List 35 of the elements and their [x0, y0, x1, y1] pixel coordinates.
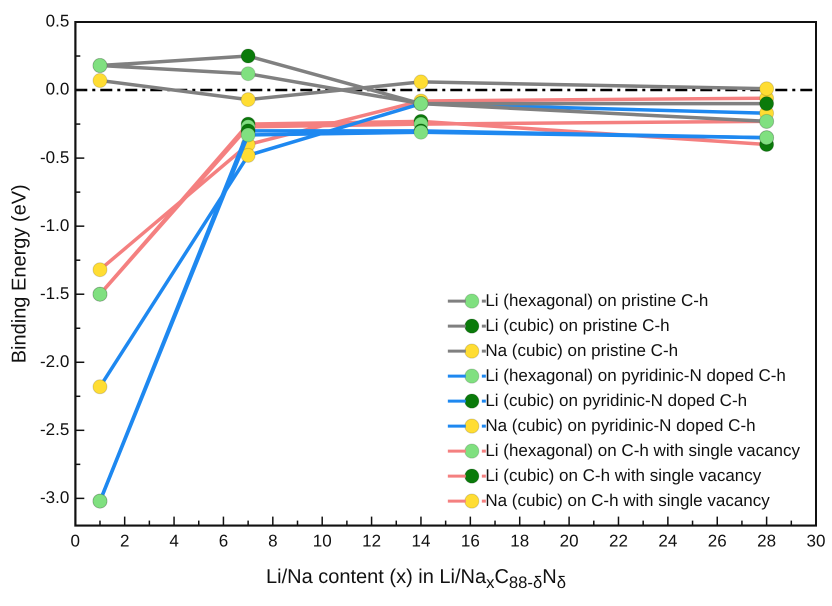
legend-label: Li (cubic) on pyridinic-N doped C-h: [485, 390, 748, 410]
y-tick-label: -1.0: [40, 216, 70, 235]
x-tick-label: 20: [560, 531, 579, 550]
x-tick-label: 22: [609, 531, 628, 550]
y-tick-label: 0.0: [46, 80, 70, 99]
legend-label: Li (hexagonal) on C-h with single vacancy: [485, 440, 800, 460]
x-tick-label: 10: [312, 531, 332, 550]
x-tick-label: 16: [460, 531, 480, 550]
y-tick-label: -3.0: [40, 488, 70, 508]
x-tick-label: 30: [806, 531, 826, 550]
legend-label: Na (cubic) on C-h with single vacancy: [485, 490, 770, 510]
y-tick-label: -2.0: [40, 352, 70, 371]
x-tick-label: 28: [757, 531, 776, 550]
legend-label: Li (cubic) on pristine C-h: [485, 316, 670, 335]
legend-label: Na (cubic) on pyridinic-N doped C-h: [485, 416, 756, 435]
x-tick-label: 0: [70, 531, 80, 550]
legend-label: Li (hexagonal) on pristine C-h: [485, 290, 708, 310]
y-tick-label: -2.5: [40, 420, 70, 440]
x-tick-label: 2: [120, 531, 130, 550]
legend-label: Na (cubic) on pristine C-h: [485, 340, 678, 360]
x-tick-label: 6: [218, 531, 228, 550]
x-tick-label: 18: [510, 531, 530, 550]
y-tick-label: -1.5: [40, 284, 70, 303]
y-tick-label: 0.5: [46, 12, 70, 31]
x-tick-label: 8: [268, 531, 278, 550]
x-axis-title: Li/Na content (x) in Li/Na$_{x}$C$_{88-δ}$N$_{δ}$: [265, 566, 567, 593]
x-tick-label: 24: [658, 531, 678, 550]
x-tick-label: 4: [169, 531, 179, 550]
legend-label: Li (cubic) on C-h with single vacancy: [485, 466, 762, 485]
x-tick-label: 12: [362, 531, 382, 550]
x-tick-label: 14: [411, 531, 430, 550]
y-tick-label: -0.5: [40, 148, 70, 167]
legend-label: Li (hexagonal) on pyridinic-N doped C-h: [485, 366, 786, 385]
x-tick-label: 26: [708, 531, 727, 550]
y-axis-title: Binding Energy (eV): [8, 184, 31, 364]
